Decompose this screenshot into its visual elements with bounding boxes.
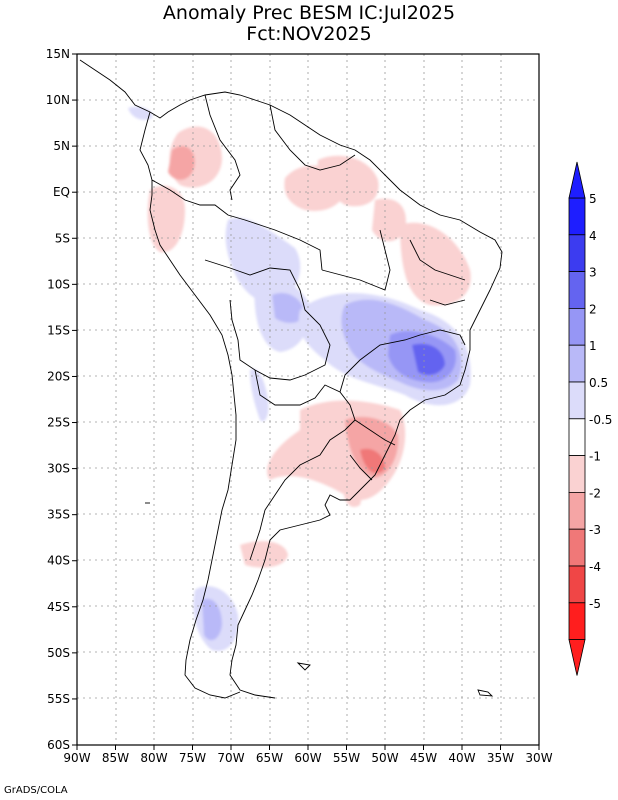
colorbar-label: 5 bbox=[589, 192, 597, 206]
lon-tick-label: 60W bbox=[294, 751, 321, 765]
lat-tick-label: 15N bbox=[46, 47, 70, 61]
colorbar-label: 0.5 bbox=[589, 376, 608, 390]
lon-tick-label: 70W bbox=[217, 751, 244, 765]
map-subtitle: Fct:NOV2025 bbox=[246, 23, 372, 45]
lon-tick-label: 90W bbox=[63, 751, 90, 765]
lon-tick-label: 50W bbox=[371, 751, 398, 765]
colorbar-swatch bbox=[568, 602, 586, 640]
anomaly-shading bbox=[128, 106, 471, 651]
colorbar-swatch bbox=[568, 565, 586, 604]
colorbar-bottom-arrow bbox=[568, 639, 586, 676]
lon-tick-label: 65W bbox=[256, 751, 283, 765]
colorbar-label: -0.5 bbox=[589, 413, 612, 427]
coastlines bbox=[79, 59, 503, 699]
colorbar-top-arrow bbox=[568, 161, 586, 199]
lat-tick-label: 5S bbox=[55, 231, 70, 245]
colorbar-label: -5 bbox=[589, 597, 601, 611]
colorbar-swatch bbox=[568, 381, 586, 420]
lat-tick-label: 20S bbox=[47, 369, 70, 383]
colorbar-swatch bbox=[568, 197, 586, 236]
map-title: Anomaly Prec BESM IC:Jul2025 bbox=[162, 2, 456, 24]
credit-text: GrADS/COLA bbox=[4, 785, 68, 796]
lat-tick-label: 55S bbox=[47, 692, 70, 706]
lon-tick-label: 80W bbox=[140, 751, 167, 765]
colorbar: 5 4 3 2 1 0.5 -0.5 -1 -2 -3 -4 -5 bbox=[568, 161, 612, 676]
lon-tick-label: 35W bbox=[487, 751, 514, 765]
colorbar-label: -4 bbox=[589, 560, 601, 574]
lon-tick-label: 40W bbox=[448, 751, 475, 765]
colorbar-label: 3 bbox=[589, 266, 597, 280]
lat-tick-label: 60S bbox=[47, 738, 70, 752]
longitude-axis: 90W 85W 80W 75W 70W 65W 60W 55W 50W 45W 40W 35W 30W bbox=[63, 745, 553, 765]
lat-tick-label: 30S bbox=[47, 462, 70, 476]
lat-tick-label: 25S bbox=[47, 416, 70, 430]
lat-tick-label: 40S bbox=[47, 554, 70, 568]
lat-tick-label: EQ bbox=[53, 185, 70, 199]
lat-tick-label: 10S bbox=[47, 277, 70, 291]
lat-tick-label: 5N bbox=[53, 139, 70, 153]
colorbar-swatch bbox=[568, 491, 586, 530]
colorbar-label: 2 bbox=[589, 302, 597, 316]
colorbar-swatch bbox=[568, 344, 586, 383]
colorbar-swatch bbox=[568, 455, 586, 493]
graticule bbox=[77, 54, 539, 745]
colorbar-label: -1 bbox=[589, 450, 601, 464]
lon-tick-label: 45W bbox=[410, 751, 437, 765]
colorbar-swatch bbox=[568, 234, 586, 273]
lon-tick-label: 30W bbox=[525, 751, 552, 765]
lat-tick-label: 10N bbox=[46, 93, 70, 107]
colorbar-label: -3 bbox=[589, 523, 601, 537]
lat-tick-label: 45S bbox=[47, 600, 70, 614]
lon-tick-label: 55W bbox=[333, 751, 360, 765]
colorbar-swatch bbox=[568, 307, 586, 346]
colorbar-label: 1 bbox=[589, 339, 597, 353]
lat-tick-label: 35S bbox=[47, 508, 70, 522]
lat-tick-label: 15S bbox=[47, 323, 70, 337]
colorbar-swatch bbox=[568, 418, 586, 456]
colorbar-swatch bbox=[568, 271, 586, 309]
lon-tick-label: 75W bbox=[179, 751, 206, 765]
lat-tick-label: 50S bbox=[47, 646, 70, 660]
colorbar-label: -2 bbox=[589, 486, 601, 500]
colorbar-swatch bbox=[568, 528, 586, 567]
colorbar-label: 4 bbox=[589, 229, 597, 243]
latitude-axis: 15N 10N 5N EQ 5S 10S 15S 20S 25S 30S 35S 40S 45S 50S 5… bbox=[46, 47, 77, 752]
lon-tick-label: 85W bbox=[102, 751, 129, 765]
